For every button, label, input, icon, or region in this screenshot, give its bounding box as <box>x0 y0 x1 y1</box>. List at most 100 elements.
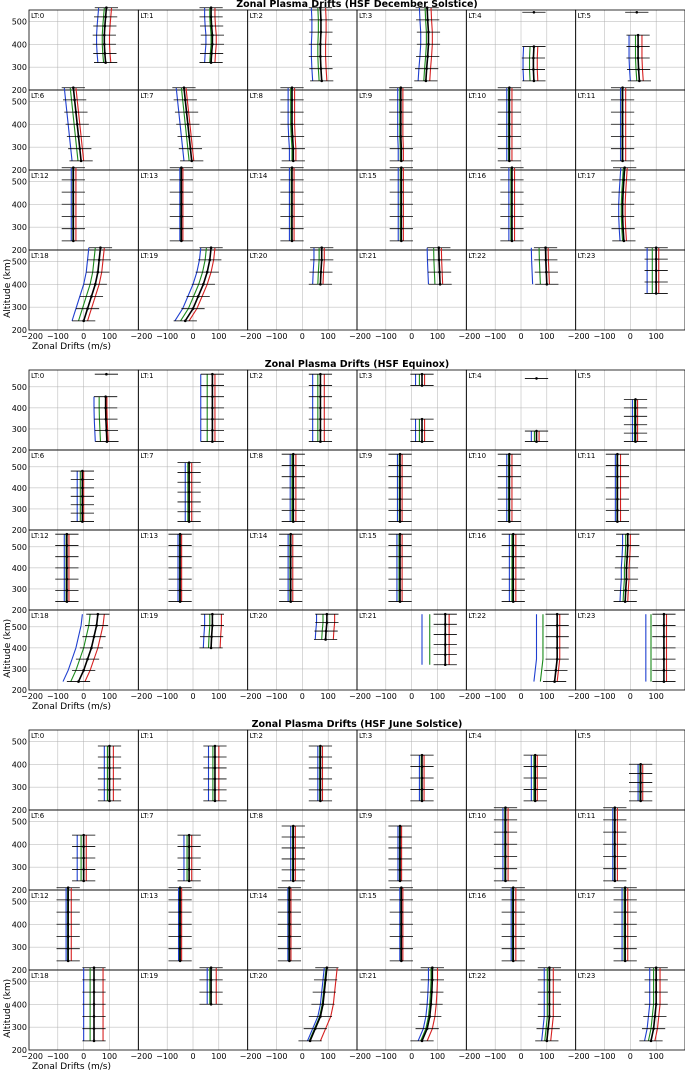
subplot-lt-21: LT:21 −200 −100 0 100 <box>349 609 467 701</box>
observed-point <box>420 1039 424 1043</box>
blue-model-curve <box>522 46 525 81</box>
observed-point <box>291 868 295 872</box>
observed-point <box>72 227 75 230</box>
observed-point <box>548 1002 551 1006</box>
x-tick-label: 100 <box>102 692 117 701</box>
y-axis-label: Altitude (km) <box>3 619 13 678</box>
y-tick-label: 500 <box>12 463 27 472</box>
observed-point <box>291 879 295 883</box>
observed-drift-line <box>544 247 548 285</box>
observed-point <box>639 799 642 803</box>
observed-point <box>319 30 323 34</box>
blue-model-curve <box>312 247 315 285</box>
subplot-lt-2: LT:2 <box>247 6 358 91</box>
panel-label: LT:17 <box>578 892 596 900</box>
subplot-lt-9: LT:9 <box>356 449 467 531</box>
observed-point <box>510 178 514 182</box>
observed-point <box>616 452 619 456</box>
panel-label: LT:0 <box>31 372 44 380</box>
observed-point <box>623 922 627 926</box>
blue-model-curve <box>202 614 206 648</box>
x-tick-label: −200 <box>568 692 590 701</box>
x-tick-label: −100 <box>594 692 616 701</box>
panel-label: LT:10 <box>468 452 486 460</box>
observed-point <box>613 806 617 810</box>
panel-label: LT:4 <box>468 732 482 740</box>
observed-point <box>511 910 515 914</box>
subplot-frame <box>575 249 685 331</box>
observed-point <box>213 788 217 792</box>
observed-point <box>622 178 626 182</box>
x-tick-label: 100 <box>539 1052 554 1061</box>
observed-point <box>616 475 619 478</box>
observed-point <box>82 868 85 871</box>
observed-point <box>400 910 403 914</box>
observed-point <box>662 680 666 683</box>
observed-point <box>209 15 213 19</box>
subplot-lt-4: LT:4 <box>465 369 577 451</box>
x-tick-label: 0 <box>628 692 633 701</box>
observed-point <box>93 282 97 286</box>
observed-point <box>319 440 322 443</box>
observed-point <box>637 68 640 71</box>
observed-point <box>625 555 629 558</box>
subplot-lt-15: LT:15 <box>356 166 467 251</box>
observed-point <box>187 480 191 484</box>
observed-point <box>623 959 627 963</box>
observed-point <box>81 469 84 473</box>
observed-point <box>621 190 625 194</box>
panel-label: LT:12 <box>31 532 49 540</box>
panel-label: LT:4 <box>468 12 482 20</box>
x-tick-label: −100 <box>375 692 397 701</box>
panel-label: LT:3 <box>359 372 372 380</box>
observed-point <box>400 227 403 230</box>
y-axis-label: Altitude (km) <box>3 979 13 1038</box>
observed-point <box>533 753 537 757</box>
y-tick-label: 300 <box>12 303 27 312</box>
y-tick-label: 300 <box>12 63 27 72</box>
observed-point <box>209 646 213 650</box>
panel-label: LT:18 <box>31 612 49 620</box>
observed-point <box>209 6 213 10</box>
observed-point <box>638 79 641 83</box>
panel-label: LT:4 <box>468 372 482 380</box>
observed-point <box>82 669 85 672</box>
subplot-lt-5: LT:5 <box>575 729 685 811</box>
y-tick-label: 300 <box>12 223 27 232</box>
observed-point <box>400 886 403 890</box>
y-tick-label: 500 <box>12 383 27 392</box>
y-tick-label: 300 <box>12 143 27 152</box>
subplot-lt-13: LT:13 <box>137 886 249 971</box>
observed-point <box>420 429 424 432</box>
observed-point <box>510 202 514 206</box>
panel-label: LT:6 <box>31 452 45 460</box>
observed-point <box>319 395 322 398</box>
observed-point <box>289 532 293 536</box>
panel-label: LT:16 <box>468 892 486 900</box>
observed-point <box>399 86 403 90</box>
observed-point <box>426 18 429 22</box>
observed-point <box>634 431 637 435</box>
subplot-lt-14: LT:14 <box>247 166 358 251</box>
observed-point <box>92 1002 96 1006</box>
subplot-lt-1: LT:1 <box>137 369 249 451</box>
observed-point <box>86 657 89 661</box>
observed-point <box>104 15 107 19</box>
observed-point <box>623 600 627 603</box>
observed-point <box>178 947 182 950</box>
observed-point <box>437 258 441 262</box>
observed-point <box>209 966 213 970</box>
observed-point <box>187 490 191 494</box>
observed-point <box>178 959 182 963</box>
observed-point <box>532 10 536 14</box>
x-tick-label: −100 <box>156 692 178 701</box>
observed-point <box>321 1002 325 1006</box>
observed-point <box>178 935 182 938</box>
observed-point <box>108 755 111 759</box>
observed-point <box>426 55 429 58</box>
observed-point <box>511 600 515 603</box>
observed-point <box>81 478 84 481</box>
y-tick-label: 300 <box>12 665 27 674</box>
observed-point <box>400 202 403 206</box>
observed-point <box>420 440 424 443</box>
